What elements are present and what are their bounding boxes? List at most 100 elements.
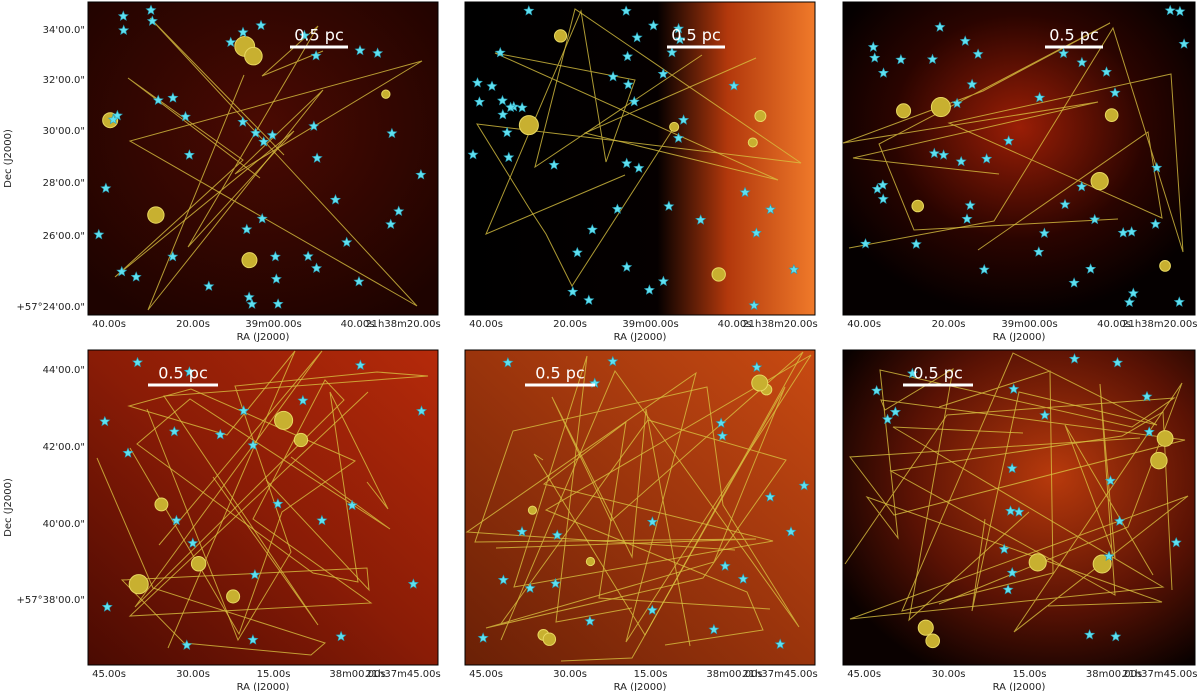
x-tick-label: 15.00s: [1013, 669, 1047, 680]
yso-star: [938, 149, 950, 160]
yso-star: [523, 5, 535, 16]
yso-star: [353, 275, 365, 287]
panel-image: [464, 1, 816, 316]
scale-label: 0.5 pc: [1049, 26, 1098, 45]
yso-star: [1178, 38, 1190, 49]
yso-star: [715, 417, 727, 428]
yso-star: [657, 275, 669, 287]
yso-star: [170, 514, 182, 526]
yso-star: [1170, 536, 1182, 548]
source: [1150, 451, 1168, 470]
source: [241, 252, 258, 269]
source: [925, 633, 941, 649]
yso-star: [183, 149, 195, 160]
y-tick-label: +57°38'00.0": [17, 595, 85, 606]
yso-star: [586, 224, 598, 235]
yso-star: [266, 129, 278, 140]
source: [585, 556, 596, 567]
x-tick-label: 38m00.00s: [706, 669, 762, 680]
yso-star: [496, 94, 508, 106]
yso-star: [877, 179, 889, 190]
yso-star: [548, 159, 560, 170]
panel-image: [87, 349, 439, 666]
contour: [849, 368, 1186, 622]
yso-star: [1126, 226, 1138, 237]
yso-star: [774, 638, 786, 650]
yso-star: [1003, 135, 1015, 146]
yso-star: [549, 577, 561, 589]
contour: [114, 25, 324, 278]
y-tick-label: 30'00.0": [43, 126, 85, 137]
yso-star: [246, 298, 258, 309]
yso-star: [764, 203, 777, 215]
yso-star: [889, 406, 901, 417]
source: [226, 589, 241, 604]
y-tick-label: 32'00.0": [43, 75, 85, 86]
yso-star: [354, 44, 366, 56]
panel: 0.5 pc 45.00s 30.00s 15.00s 38m00.00s21h37m4…: [842, 349, 1197, 693]
source: [1028, 553, 1047, 572]
yso-star: [877, 193, 889, 204]
yso-star: [501, 126, 513, 138]
source: [930, 97, 951, 118]
x-tick-label: 45.00s: [92, 669, 126, 680]
yso-star: [269, 250, 281, 262]
contour: [848, 26, 1184, 253]
yso-star: [214, 428, 226, 440]
yso-star: [1114, 515, 1126, 526]
yso-star: [622, 50, 634, 62]
source: [917, 619, 934, 636]
yso-star: [1038, 227, 1050, 238]
yso-star: [467, 148, 479, 160]
yso-star: [955, 155, 967, 167]
yso-star: [647, 19, 659, 31]
yso-star: [237, 116, 249, 127]
yso-star: [416, 405, 428, 416]
contour: [474, 369, 800, 641]
yso-star: [751, 361, 763, 373]
yso-star: [302, 250, 314, 262]
source: [147, 206, 165, 224]
yso-star: [183, 366, 195, 377]
yso-star: [107, 113, 119, 125]
yso-star: [167, 92, 179, 103]
yso-star: [1104, 475, 1116, 486]
yso-star: [497, 108, 509, 120]
contour: [849, 382, 1189, 633]
yso-star: [1127, 287, 1139, 299]
scale-label: 0.5 pc: [535, 364, 584, 383]
yso-star: [1151, 162, 1163, 173]
yso-star: [882, 413, 894, 425]
yso-star: [1006, 462, 1018, 474]
yso-star: [152, 94, 164, 105]
x-tick-label: 30.00s: [176, 669, 210, 680]
yso-star: [237, 26, 249, 38]
yso-star: [739, 186, 751, 198]
yso-star: [335, 630, 347, 642]
x-tick-label: 40.00s: [718, 319, 752, 330]
yso-star: [272, 298, 284, 309]
y-tick-label: 42'00.0": [43, 442, 85, 453]
yso-star: [310, 50, 322, 61]
x-axis-label: RA (J2000): [237, 682, 290, 691]
scale-label: 0.5 pc: [671, 26, 720, 45]
source: [553, 29, 568, 43]
source: [244, 46, 263, 66]
scale-label: 0.5 pc: [158, 364, 207, 383]
x-tick-label: 21h37m45.00s: [1122, 669, 1197, 680]
yso-star: [981, 153, 993, 164]
yso-star: [187, 537, 199, 548]
x-tick-label: 15.00s: [257, 669, 291, 680]
yso-star: [1039, 409, 1051, 420]
yso-star: [167, 250, 179, 262]
yso-star: [633, 162, 645, 173]
yso-star: [1033, 246, 1045, 257]
source: [669, 121, 680, 132]
yso-star: [1141, 390, 1153, 402]
yso-star: [116, 265, 128, 277]
yso-star: [728, 80, 740, 91]
yso-star: [1005, 505, 1017, 516]
